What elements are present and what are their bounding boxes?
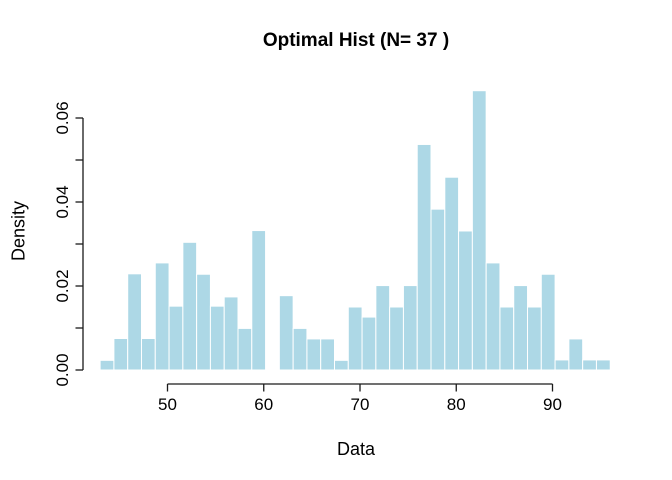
histogram-bar	[513, 285, 529, 371]
histogram-bar	[209, 305, 225, 371]
histogram-bar	[595, 359, 611, 371]
histogram-bar	[554, 359, 570, 371]
x-tick-label: 80	[447, 395, 466, 414]
histogram-bar	[334, 359, 349, 371]
y-tick-label: 0.04	[53, 185, 72, 218]
histogram-bar	[444, 176, 460, 371]
histogram-bar	[582, 359, 597, 371]
histogram-bar	[168, 305, 184, 371]
histogram-bar	[527, 306, 542, 371]
histogram-bar	[416, 143, 432, 371]
x-axis-label: Data	[336, 439, 376, 459]
y-tick-label: 0.02	[53, 269, 72, 302]
y-tick-label: 0.00	[53, 353, 72, 386]
histogram-bar	[375, 285, 391, 371]
histogram-bar	[320, 338, 335, 371]
x-tick-label: 90	[543, 395, 562, 414]
histogram-bar	[402, 285, 418, 371]
histogram-bar	[485, 262, 501, 371]
histogram-bar	[306, 338, 322, 371]
histogram-bar	[140, 338, 156, 371]
histogram-bar	[568, 338, 584, 371]
histogram-bar	[99, 359, 115, 371]
histogram-bar	[251, 230, 267, 371]
histogram-bar	[113, 338, 129, 371]
histogram-bar	[127, 273, 142, 371]
histogram-bar	[347, 306, 363, 371]
histogram-bar	[471, 90, 487, 371]
chart-title: Optimal Hist (N= 37 )	[262, 30, 450, 51]
histogram-bar	[292, 327, 308, 371]
histogram-bar	[458, 230, 473, 371]
y-tick-label: 0.06	[53, 101, 72, 134]
histogram-bar	[499, 306, 515, 371]
histogram-bar	[430, 208, 446, 371]
histogram-bar	[223, 296, 239, 371]
histogram-bar	[196, 273, 211, 371]
histogram-bar	[154, 262, 170, 371]
x-tick-label: 70	[351, 395, 370, 414]
histogram-bar	[237, 327, 253, 371]
histogram-bar	[540, 273, 556, 371]
x-tick-label: 60	[254, 395, 273, 414]
x-tick-label: 50	[158, 395, 177, 414]
histogram-bar	[389, 306, 404, 371]
histogram-bar	[361, 316, 377, 371]
histogram-bar	[182, 241, 198, 371]
y-axis-label: Density	[8, 200, 29, 262]
histogram-bar	[278, 295, 294, 371]
